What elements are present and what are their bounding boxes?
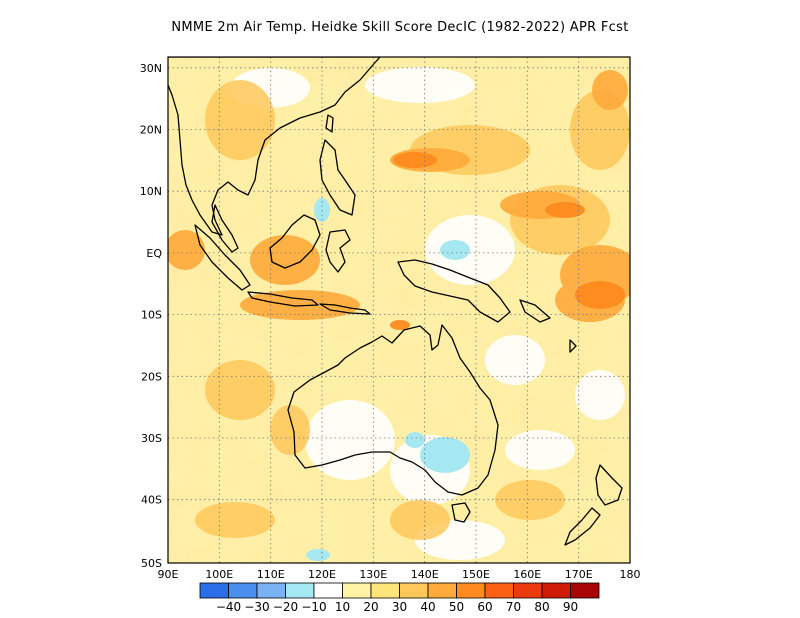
lat-tick-label: 50S: [141, 557, 162, 570]
lon-tick-label: 100E: [205, 568, 233, 581]
lat-axis: 30N 20N 10N EQ 10S 20S 30S 40S 50S: [140, 62, 163, 570]
colorbar-label: 10: [335, 600, 350, 614]
colorbar-label: 90: [563, 600, 578, 614]
coast-borneo: [269, 214, 321, 269]
colorbar-swatch: [370, 582, 400, 599]
lon-tick-label: 110E: [257, 568, 285, 581]
lon-tick-label: 180: [620, 568, 641, 581]
colorbar-swatch: [399, 582, 429, 599]
colorbar-swatch: [342, 582, 372, 599]
lat-tick-label: EQ: [146, 247, 162, 260]
coast-new-zealand: [595, 464, 623, 506]
colorbar-swatch: [199, 582, 229, 599]
map-title: NMME 2m Air Temp. Heidke Skill Score Dec…: [171, 20, 629, 35]
coast-philippines: [319, 139, 356, 216]
colorbar-label: 50: [449, 600, 464, 614]
coast-tasmania: [451, 502, 471, 523]
coast-asia: [168, 57, 381, 236]
skill-field: [168, 57, 630, 563]
lon-tick-label: 130E: [359, 568, 387, 581]
colorbar-label: 20: [363, 600, 378, 614]
coastlines: [168, 57, 623, 546]
coast-java: [247, 291, 319, 307]
coast-sulawesi: [325, 229, 351, 273]
colorbar-label: −10: [301, 600, 326, 614]
coast-new-guinea: [397, 259, 511, 323]
graticule: [168, 57, 630, 563]
lon-tick-label: 140E: [411, 568, 439, 581]
colorbar-swatch: [513, 582, 543, 599]
lat-tick-label: 20S: [141, 370, 162, 383]
colorbar-label: 30: [392, 600, 407, 614]
coast-sumatra: [194, 224, 251, 291]
lat-tick-label: 40S: [141, 494, 162, 507]
colorbar-swatch: [256, 582, 286, 599]
colorbar-swatch: [456, 582, 486, 599]
colorbar-swatch: [570, 582, 600, 599]
colorbar-swatch: [427, 582, 457, 599]
colorbar-label: −30: [244, 600, 269, 614]
lon-axis: 90E 100E 110E 120E 130E 140E 150E 160E 1…: [158, 568, 641, 581]
map-frame: [167, 56, 631, 564]
colorbar-swatch: [313, 582, 343, 599]
colorbar-label: 60: [477, 600, 492, 614]
lat-tick-label: 10N: [140, 185, 162, 198]
lon-tick-label: 90E: [158, 568, 179, 581]
colorbar-swatch: [228, 582, 258, 599]
colorbar-label: 70: [506, 600, 521, 614]
lon-tick-label: 120E: [308, 568, 336, 581]
lon-tick-label: 170E: [565, 568, 593, 581]
lat-tick-label: 20N: [140, 124, 162, 137]
colorbar: −40 −30 −20 −10 10 20 30 40 50 60 70 80 90: [199, 582, 600, 614]
colorbar-label: 40: [420, 600, 435, 614]
colorbar-label: 80: [534, 600, 549, 614]
colorbar-swatch: [484, 582, 514, 599]
lat-tick-label: 30S: [141, 432, 162, 445]
colorbar-swatch: [541, 582, 571, 599]
lat-tick-label: 10S: [141, 309, 162, 322]
lon-tick-label: 160E: [513, 568, 541, 581]
colorbar-swatch: [285, 582, 315, 599]
colorbar-label: −40: [216, 600, 241, 614]
lat-tick-label: 30N: [140, 62, 162, 75]
colorbar-label: −20: [273, 600, 298, 614]
lon-tick-label: 150E: [462, 568, 490, 581]
coast-australia: [287, 324, 499, 496]
